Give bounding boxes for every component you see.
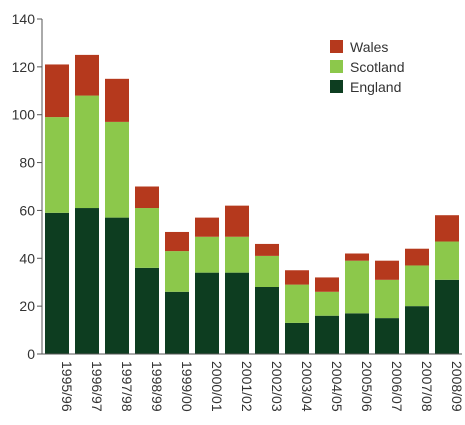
bar-wales-2004-05 — [315, 277, 339, 292]
bar-scotland-1998-99 — [135, 208, 159, 268]
x-tick-label: 2005/06 — [359, 361, 375, 412]
y-tick-label: 80 — [19, 155, 35, 171]
x-tick-label: 2003/04 — [299, 361, 315, 412]
bar-england-2002-03 — [255, 287, 279, 354]
x-tick-label: 2004/05 — [329, 361, 345, 412]
bar-wales-2000-01 — [195, 217, 219, 237]
legend-label-england: England — [350, 79, 401, 95]
bar-scotland-2005-06 — [345, 260, 369, 314]
bar-wales-1996-97 — [75, 54, 99, 96]
bar-wales-1997-98 — [105, 78, 129, 122]
bar-england-2007-08 — [405, 306, 429, 354]
bar-england-1998-99 — [135, 267, 159, 354]
bar-england-1999-00 — [165, 291, 189, 354]
bar-wales-1995-96 — [45, 64, 69, 118]
bar-scotland-2001-02 — [225, 236, 249, 273]
bar-england-2000-01 — [195, 272, 219, 354]
bar-scotland-1999-00 — [165, 251, 189, 292]
x-axis-ticks: 1995/96 1996/97 1997/98 1998/99 1999/00 2000/… — [59, 361, 465, 412]
bar-scotland-1997-98 — [105, 121, 129, 218]
x-tick-label: 2002/03 — [269, 361, 285, 412]
x-tick-label: 1995/96 — [59, 361, 75, 412]
legend-swatch-england — [330, 80, 343, 93]
bar-england-2005-06 — [345, 313, 369, 354]
bar-england-2001-02 — [225, 272, 249, 354]
bar-scotland-2004-05 — [315, 291, 339, 316]
legend-label-wales: Wales — [350, 39, 388, 55]
y-tick-label: 140 — [12, 11, 36, 27]
bar-scotland-2007-08 — [405, 265, 429, 307]
bar-england-2004-05 — [315, 315, 339, 354]
bar-scotland-2006-07 — [375, 279, 399, 319]
x-tick-label: 2006/07 — [389, 361, 405, 412]
x-tick-label: 2007/08 — [419, 361, 435, 412]
y-tick-label: 100 — [12, 107, 36, 123]
x-tick-label: 2008/09 — [449, 361, 465, 412]
y-tick-label: 60 — [19, 202, 35, 218]
bar-scotland-1995-96 — [45, 117, 69, 213]
bar-scotland-2008-09 — [435, 241, 459, 280]
bar-scotland-2003-04 — [285, 284, 309, 323]
bar-wales-1999-00 — [165, 231, 189, 252]
x-tick-label: 1999/00 — [179, 361, 195, 412]
y-tick-label: 40 — [19, 250, 35, 266]
legend-label-scotland: Scotland — [350, 59, 404, 75]
bar-england-1997-98 — [105, 217, 129, 354]
bar-wales-2006-07 — [375, 260, 399, 280]
legend-swatch-wales — [330, 40, 343, 53]
legend-swatch-scotland — [330, 60, 343, 73]
bar-scotland-1996-97 — [75, 95, 99, 209]
bar-wales-2003-04 — [285, 270, 309, 285]
x-tick-label: 2001/02 — [239, 361, 255, 412]
bar-england-2003-04 — [285, 322, 309, 354]
x-tick-label: 1997/98 — [119, 361, 135, 412]
bar-england-2008-09 — [435, 279, 459, 354]
x-tick-label: 1996/97 — [89, 361, 105, 412]
bar-scotland-2002-03 — [255, 255, 279, 287]
bar-england-1995-96 — [45, 212, 69, 354]
y-axis-ticks: 0 20 40 60 80 100 120 140 — [12, 11, 42, 362]
x-tick-label: 2000/01 — [209, 361, 225, 412]
legend: Wales Scotland England — [330, 39, 404, 95]
bar-england-1996-97 — [75, 208, 99, 354]
y-tick-label: 20 — [19, 298, 35, 314]
bar-wales-1998-99 — [135, 186, 159, 209]
bars-group — [45, 54, 459, 354]
bar-wales-2005-06 — [345, 253, 369, 261]
bar-scotland-2000-01 — [195, 236, 219, 273]
bar-wales-2008-09 — [435, 215, 459, 242]
y-tick-label: 120 — [12, 59, 36, 75]
bar-wales-2002-03 — [255, 243, 279, 256]
bar-wales-2001-02 — [225, 205, 249, 237]
bar-england-2006-07 — [375, 318, 399, 354]
axes-group — [41, 19, 462, 355]
bar-wales-2007-08 — [405, 248, 429, 266]
x-tick-label: 1998/99 — [149, 361, 165, 412]
y-tick-label: 0 — [27, 346, 35, 362]
